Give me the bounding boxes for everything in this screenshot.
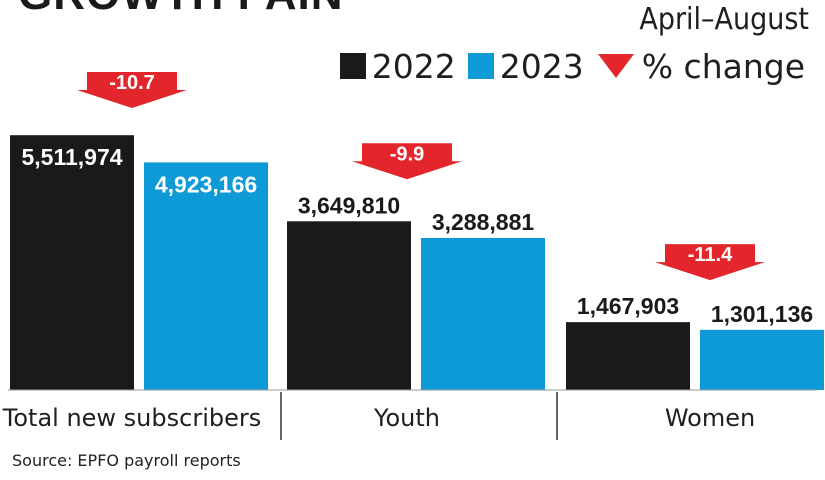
value-label-youth-2023: 3,288,881	[432, 209, 535, 235]
legend-item-change: % change	[596, 47, 805, 86]
change-arrow-total	[77, 72, 187, 108]
value-label-total-2023: 4,923,166	[155, 171, 257, 197]
change-arrow-women	[655, 244, 765, 281]
bar-youth-2023	[421, 237, 545, 390]
value-label-youth-2022: 3,649,810	[298, 192, 400, 218]
category-label-women: Women	[665, 404, 755, 432]
legend-item-2022: 2022	[339, 46, 456, 86]
bars-layer	[10, 135, 824, 390]
change-label-youth: -9.9	[390, 143, 424, 165]
bar-total-2022	[10, 135, 134, 390]
change-arrows-layer: -10.7 -9.9 -11.4	[77, 72, 765, 281]
change-arrow-youth	[352, 143, 462, 180]
value-labels-layer: 5,511,974 4,923,166 3,649,810 3,288,881 1,46…	[21, 144, 813, 327]
legend-label-2022: 2022	[371, 46, 456, 86]
down-arrow-icon	[597, 54, 634, 78]
category-label-total: Total new subscribers	[2, 404, 261, 432]
category-labels-layer: Total new subscribers Youth Women	[2, 404, 755, 432]
value-label-total-2022: 5,511,974	[21, 144, 122, 170]
bar-total-2023	[144, 162, 268, 390]
legend-item-2023: 2023	[467, 46, 584, 86]
category-label-youth: Youth	[373, 404, 440, 432]
legend-swatch-2022	[339, 53, 366, 79]
bar-women-2023	[700, 329, 824, 390]
legend-label-change: % change	[641, 46, 805, 86]
bar-youth-2022	[287, 221, 411, 390]
chart-title-partial: GROWTH PAIN	[18, 0, 344, 20]
change-label-total: -10.7	[109, 72, 155, 94]
legend-label-2023: 2023	[499, 46, 584, 86]
change-label-women: -11.4	[688, 244, 733, 266]
bar-women-2022	[566, 322, 690, 390]
legend-swatch-2023	[467, 53, 494, 79]
value-label-women-2023: 1,301,136	[711, 301, 813, 327]
period-label: April–August	[639, 2, 809, 37]
source-note: Source: EPFO payroll reports	[12, 451, 241, 470]
value-label-women-2022: 1,467,903	[577, 293, 679, 319]
legend: 2022 2023 % change	[339, 46, 811, 86]
